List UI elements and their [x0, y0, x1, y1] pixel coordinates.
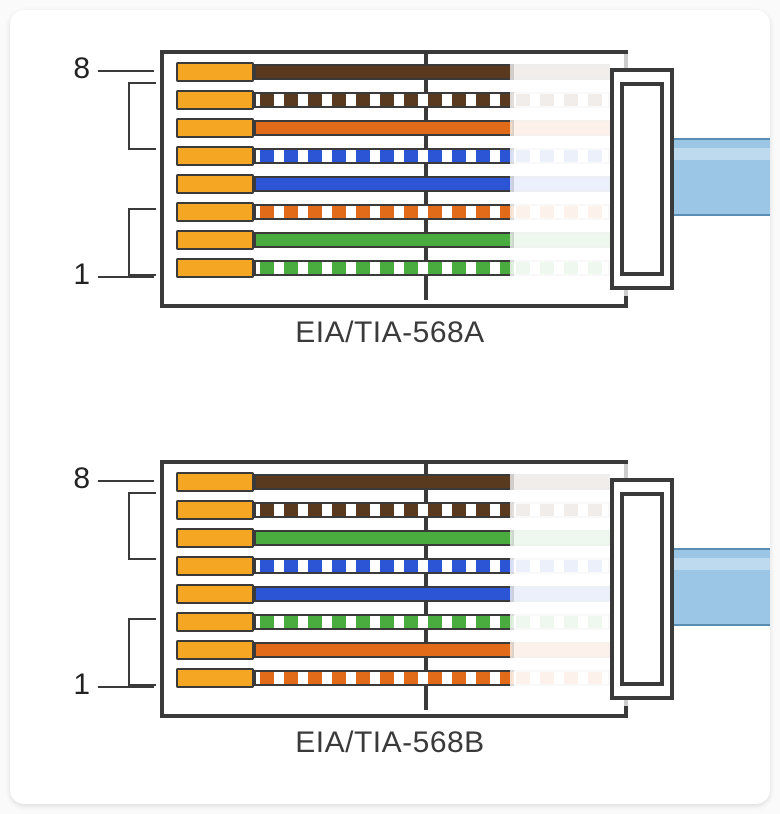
- gold-pin: [176, 640, 254, 660]
- pin-label-bottom: 1: [50, 668, 90, 702]
- pin-tick: [128, 684, 156, 686]
- wire-striped: [254, 260, 514, 276]
- wire-striped: [254, 558, 514, 574]
- pin-bracket: [128, 82, 130, 148]
- diagram-frame: 8 1 EIA/TIA-568A 8 1 EIA/TIA-568B: [10, 10, 770, 804]
- pin-tick: [128, 492, 156, 494]
- pin-bracket: [128, 208, 130, 274]
- gold-pin: [176, 528, 254, 548]
- wire-striped: [254, 204, 514, 220]
- gold-pin: [176, 258, 254, 278]
- pin-label-top: 8: [50, 52, 90, 86]
- gold-pin: [176, 556, 254, 576]
- connector-diagram-0: 8 1 EIA/TIA-568A: [10, 20, 770, 380]
- wire-tail: [510, 670, 610, 686]
- cable-jacket: [674, 138, 770, 216]
- wire-tail: [510, 204, 610, 220]
- wire-tail: [510, 642, 610, 658]
- gold-pin: [176, 146, 254, 166]
- pin-tick: [128, 558, 156, 560]
- gold-pin: [176, 174, 254, 194]
- wire-tail: [510, 176, 610, 192]
- diagram-caption: EIA/TIA-568A: [10, 316, 770, 350]
- pin-tick: [128, 148, 156, 150]
- cable-jacket: [674, 548, 770, 626]
- wire-tail: [510, 586, 610, 602]
- gold-pin: [176, 118, 254, 138]
- pin-tick: [98, 70, 154, 72]
- connector-clip-inner-border: [620, 492, 664, 686]
- wire-striped: [254, 148, 514, 164]
- pin-tick: [128, 274, 156, 276]
- gold-pin: [176, 612, 254, 632]
- gold-pin: [176, 500, 254, 520]
- wire-tail: [510, 530, 610, 546]
- wire-solid: [254, 64, 514, 80]
- wire-solid: [254, 642, 514, 658]
- pin-bracket: [128, 492, 130, 558]
- wire-striped: [254, 92, 514, 108]
- wire-tail: [510, 474, 610, 490]
- pin-bracket: [128, 618, 130, 684]
- gold-pin: [176, 472, 254, 492]
- pin-label-top: 8: [50, 462, 90, 496]
- wire-solid: [254, 474, 514, 490]
- pin-tick: [128, 618, 156, 620]
- wire-tail: [510, 558, 610, 574]
- gold-pin: [176, 668, 254, 688]
- wire-solid: [254, 176, 514, 192]
- wire-tail: [510, 260, 610, 276]
- wire-solid: [254, 530, 514, 546]
- wire-tail: [510, 64, 610, 80]
- gold-pin: [176, 90, 254, 110]
- wire-tail: [510, 148, 610, 164]
- gold-pin: [176, 202, 254, 222]
- wire-solid: [254, 120, 514, 136]
- wire-tail: [510, 232, 610, 248]
- wire-tail: [510, 502, 610, 518]
- gold-pin: [176, 584, 254, 604]
- wire-tail: [510, 614, 610, 630]
- wire-striped: [254, 502, 514, 518]
- pin-tick: [98, 276, 154, 278]
- wire-solid: [254, 232, 514, 248]
- pin-tick: [128, 82, 156, 84]
- wire-solid: [254, 586, 514, 602]
- pin-label-bottom: 1: [50, 258, 90, 292]
- gold-pin: [176, 230, 254, 250]
- wire-striped: [254, 670, 514, 686]
- wire-striped: [254, 614, 514, 630]
- gold-pin: [176, 62, 254, 82]
- wire-tail: [510, 92, 610, 108]
- pin-tick: [98, 686, 154, 688]
- diagram-caption: EIA/TIA-568B: [10, 726, 770, 760]
- pin-tick: [98, 480, 154, 482]
- connector-diagram-1: 8 1 EIA/TIA-568B: [10, 430, 770, 790]
- wire-tail: [510, 120, 610, 136]
- pin-tick: [128, 208, 156, 210]
- connector-clip-inner-border: [620, 82, 664, 276]
